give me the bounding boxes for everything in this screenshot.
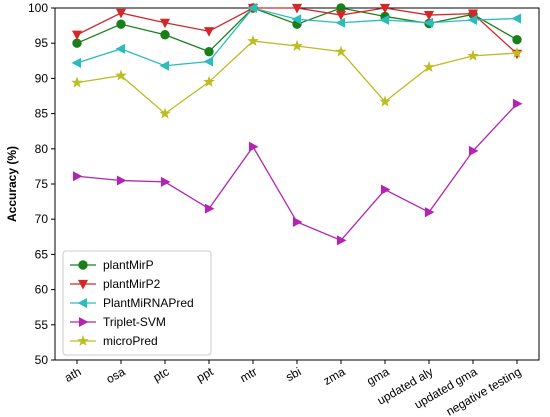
x-tick-label: ppt xyxy=(194,364,216,385)
y-tick-label: 70 xyxy=(35,212,49,226)
data-point xyxy=(468,145,479,156)
legend-marker xyxy=(78,316,89,328)
y-axis-title: Accuracy (%) xyxy=(5,146,19,222)
legend-item: PlantMiRNAPred xyxy=(70,296,194,310)
legend: plantMirP plantMirP2 PlantMiRNAPred Triplet… xyxy=(62,250,212,356)
legend-item: Triplet-SVM xyxy=(70,315,166,329)
legend-item: microPred xyxy=(70,334,158,348)
legend-label: plantMirP2 xyxy=(103,277,161,291)
data-point xyxy=(379,3,391,14)
x-tick-label: ath xyxy=(62,364,83,384)
data-point xyxy=(115,69,127,81)
legend-marker xyxy=(77,279,89,290)
x-tick-label: ptc xyxy=(151,364,172,384)
legend-marker xyxy=(77,334,89,346)
data-point xyxy=(335,10,347,21)
y-tick-label: 90 xyxy=(35,71,49,85)
y-axis: 50 55 60 65 70 75 80 85 90 95 100 xyxy=(28,1,55,367)
data-point xyxy=(467,14,478,25)
legend-label: PlantMiRNAPred xyxy=(103,296,194,310)
data-point xyxy=(291,14,302,25)
legend-item: plantMirP xyxy=(70,258,154,272)
data-point xyxy=(203,75,215,87)
x-tick-label: mtr xyxy=(237,364,259,385)
data-point xyxy=(247,2,258,14)
data-point xyxy=(424,207,435,218)
data-point xyxy=(72,38,82,48)
data-point xyxy=(423,10,435,21)
legend-marker xyxy=(78,260,88,270)
data-point xyxy=(379,95,391,107)
data-point xyxy=(335,17,346,28)
legend-label: microPred xyxy=(103,334,158,348)
y-tick-label: 80 xyxy=(35,142,49,156)
data-point xyxy=(116,19,126,29)
x-tick-label: zma xyxy=(321,364,348,388)
data-point xyxy=(204,46,214,57)
legend-item: plantMirP2 xyxy=(70,277,161,291)
data-point xyxy=(467,49,479,61)
data-point xyxy=(116,175,127,186)
data-point xyxy=(72,171,83,182)
y-tick-label: 50 xyxy=(35,353,49,367)
data-point xyxy=(159,60,170,71)
x-tick-label: gma xyxy=(364,364,391,388)
series-layer xyxy=(71,2,523,246)
data-point xyxy=(335,45,347,57)
data-point xyxy=(160,30,170,40)
y-tick-label: 100 xyxy=(28,1,48,15)
data-point xyxy=(71,57,82,68)
data-point xyxy=(467,9,479,20)
data-point xyxy=(423,17,434,28)
data-point xyxy=(115,43,126,54)
legend-label: Triplet-SVM xyxy=(103,315,166,329)
data-point xyxy=(379,14,390,25)
data-point xyxy=(291,3,303,14)
y-tick-label: 60 xyxy=(35,283,49,297)
data-point xyxy=(512,98,523,109)
y-tick-label: 85 xyxy=(35,107,49,121)
y-tick-label: 55 xyxy=(35,318,49,332)
data-point xyxy=(160,176,171,187)
data-point xyxy=(159,107,171,119)
data-point xyxy=(204,203,215,214)
data-point xyxy=(115,8,127,19)
legend-marker xyxy=(77,297,88,309)
series-triplet-svm xyxy=(72,98,523,246)
data-point xyxy=(292,216,303,228)
data-point xyxy=(511,46,523,58)
data-point xyxy=(423,61,435,73)
data-point xyxy=(512,34,522,45)
data-point xyxy=(159,18,171,29)
x-tick-label: sbi xyxy=(283,364,303,384)
data-point xyxy=(511,13,522,24)
data-point xyxy=(336,235,347,246)
legend-label: plantMirP xyxy=(103,258,154,272)
y-tick-label: 95 xyxy=(35,36,49,50)
x-tick-label: osa xyxy=(104,364,128,386)
data-point xyxy=(203,27,215,37)
data-point xyxy=(203,56,214,67)
data-point xyxy=(248,141,259,152)
data-point xyxy=(291,39,303,51)
data-point xyxy=(336,3,346,13)
y-tick-label: 75 xyxy=(35,177,49,191)
data-point xyxy=(71,30,83,41)
data-point xyxy=(71,76,83,88)
legend-box xyxy=(62,250,212,356)
data-point xyxy=(380,184,391,195)
x-tick-label: negative testing xyxy=(444,364,524,417)
y-tick-label: 65 xyxy=(35,247,49,261)
series-plantmirnapred xyxy=(71,2,522,71)
series-micropred xyxy=(71,34,523,119)
data-point xyxy=(247,34,259,47)
